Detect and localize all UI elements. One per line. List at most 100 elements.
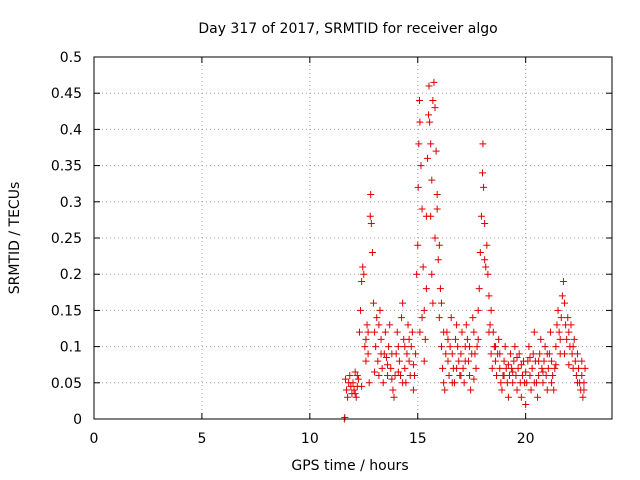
data-point	[570, 335, 578, 343]
data-point	[482, 263, 490, 271]
data-point	[550, 386, 558, 394]
data-point	[484, 270, 492, 278]
data-point	[394, 343, 402, 351]
data-point	[418, 314, 426, 322]
data-point	[462, 321, 470, 329]
data-point	[403, 350, 411, 358]
data-point	[487, 306, 495, 314]
data-point	[361, 343, 369, 351]
data-point	[372, 343, 380, 351]
data-point	[485, 328, 493, 336]
data-point	[475, 285, 483, 293]
data-point	[487, 350, 495, 358]
data-point	[365, 379, 373, 387]
data-point	[578, 357, 586, 365]
data-point	[360, 270, 368, 278]
data-point	[454, 343, 462, 351]
y-tick-label: 0	[73, 412, 82, 428]
data-point	[387, 364, 395, 372]
data-point	[471, 350, 479, 358]
data-point	[466, 372, 474, 380]
data-point	[469, 314, 477, 322]
data-point	[368, 248, 376, 256]
data-point	[536, 350, 544, 358]
data-point	[569, 343, 577, 351]
data-point	[354, 375, 362, 383]
data-point	[435, 241, 443, 249]
data-point	[573, 350, 581, 358]
data-point	[557, 314, 565, 322]
data-point	[341, 375, 349, 383]
data-point	[448, 379, 456, 387]
data-point	[375, 321, 383, 329]
data-point	[445, 372, 453, 380]
data-point	[544, 364, 552, 372]
data-point	[401, 343, 409, 351]
data-point	[523, 379, 531, 387]
data-point	[480, 183, 488, 191]
data-point	[436, 285, 444, 293]
data-point	[543, 350, 551, 358]
data-point	[460, 379, 468, 387]
data-point	[386, 321, 394, 329]
data-point	[556, 335, 564, 343]
data-point	[538, 364, 546, 372]
data-point	[477, 212, 485, 220]
data-point	[396, 372, 404, 380]
chart-title: Day 317 of 2017, SRMTID for receiver alg…	[198, 21, 497, 37]
data-point	[486, 321, 494, 329]
data-point	[432, 147, 440, 155]
data-point	[473, 343, 481, 351]
data-point	[470, 328, 478, 336]
data-point	[395, 357, 403, 365]
y-tick-label: 0.25	[51, 231, 82, 247]
data-point	[518, 372, 526, 380]
data-point	[371, 328, 379, 336]
data-point	[549, 372, 557, 380]
data-point	[359, 263, 367, 271]
data-point	[522, 401, 530, 409]
data-point	[411, 372, 419, 380]
data-point	[416, 328, 424, 336]
data-point	[423, 154, 431, 162]
y-tick-labels: 0 0.05 0.1 0.15 0.2 0.25 0.3 0.35 0.4 0.45 0.5	[51, 50, 82, 428]
data-point	[457, 350, 465, 358]
data-point	[384, 372, 392, 380]
data-point	[355, 328, 363, 336]
data-point	[461, 357, 469, 365]
data-point	[466, 343, 474, 351]
data-point	[508, 364, 516, 372]
data-point	[474, 335, 482, 343]
data-point	[571, 357, 579, 365]
data-point	[470, 375, 478, 383]
data-point	[414, 183, 422, 191]
y-tick-label: 0.15	[51, 303, 82, 319]
data-point	[412, 350, 420, 358]
data-point	[498, 386, 506, 394]
data-point	[419, 263, 427, 271]
data-point	[433, 191, 441, 199]
data-point	[535, 372, 543, 380]
data-point	[525, 343, 533, 351]
data-point	[398, 314, 406, 322]
data-point	[415, 96, 423, 104]
data-point	[409, 386, 417, 394]
data-point	[375, 372, 383, 380]
data-point	[429, 299, 437, 307]
data-point	[514, 364, 522, 372]
data-point	[509, 368, 517, 376]
data-point	[431, 104, 439, 112]
data-point	[534, 393, 542, 401]
data-point	[467, 386, 475, 394]
data-point	[491, 357, 499, 365]
x-axis-label: GPS time / hours	[291, 458, 408, 474]
data-point	[485, 292, 493, 300]
y-tick-label: 0.5	[60, 50, 82, 66]
data-point	[563, 335, 571, 343]
data-point	[491, 343, 499, 351]
data-point	[507, 350, 515, 358]
data-point	[559, 277, 567, 285]
data-point	[439, 364, 447, 372]
data-point	[446, 343, 454, 351]
